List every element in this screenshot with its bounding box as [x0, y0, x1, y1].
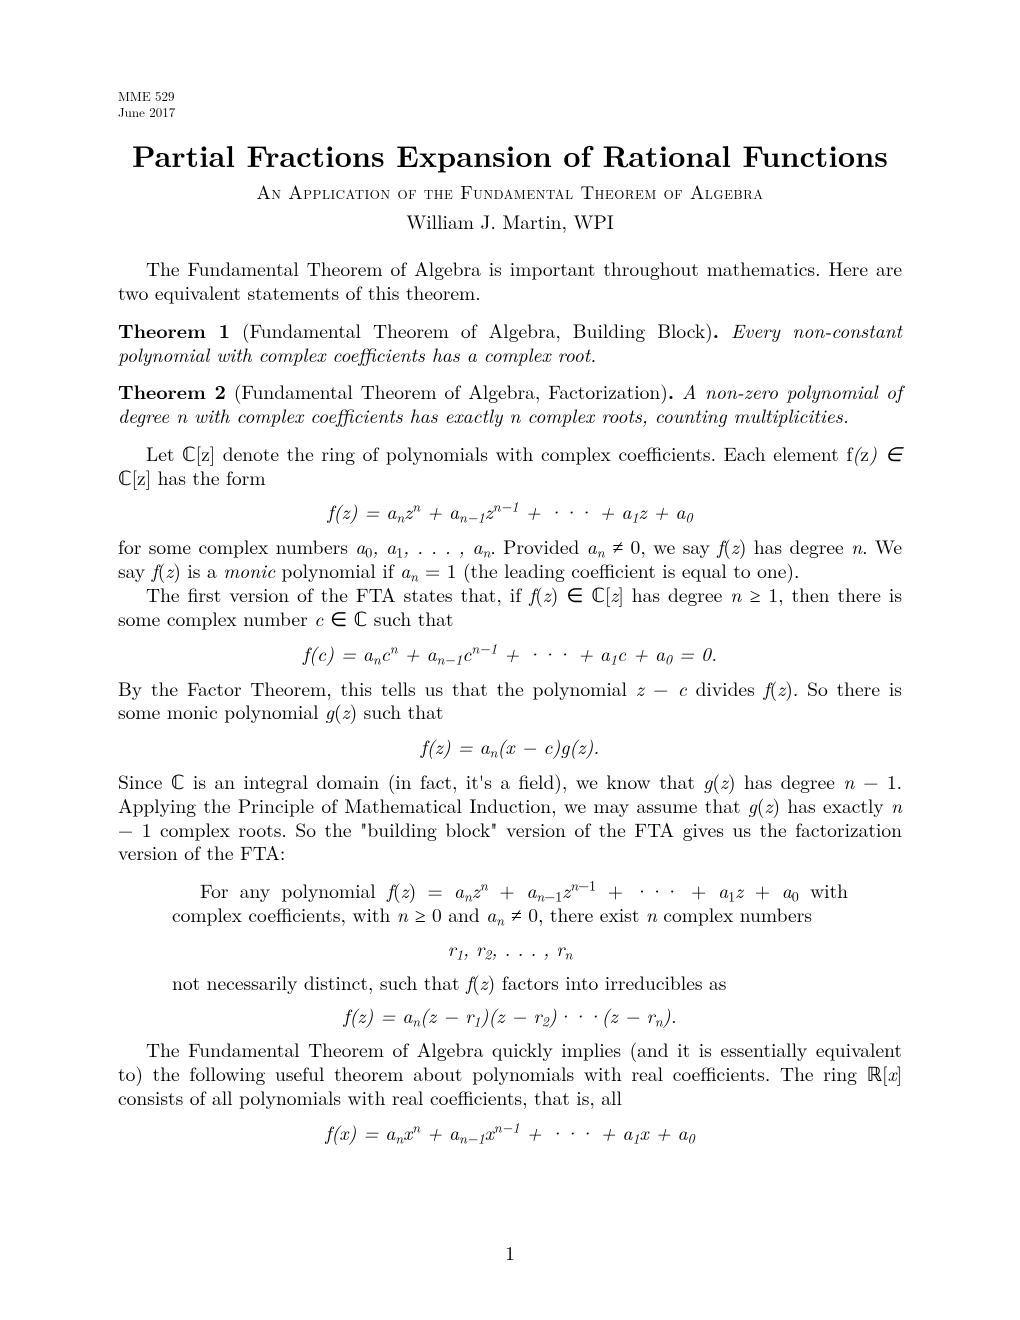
math-n2: n: [646, 900, 657, 928]
block-quote: For any polynomial f(z) = anzn + an−1zn−…: [172, 879, 848, 1028]
title: Partial Fractions Expansion of Rational …: [118, 133, 902, 176]
math-gz: g(z): [325, 697, 357, 725]
text: has degree: [624, 580, 730, 608]
equation-3: f(z) = an(x − c)g(z).: [118, 732, 902, 760]
equation-2: f(c) = ancn + an−1cn−1 + ··· + a1c + a0 …: [118, 639, 902, 667]
course-code: MME 529: [118, 88, 902, 104]
factor-paragraph: By the Factor Theorem, this tells us tha…: [118, 677, 902, 725]
text: complex numbers: [657, 900, 812, 928]
text: has the form: [151, 463, 265, 491]
math-fz4: f(z): [466, 968, 495, 996]
math-fz-in-Cz-2: f(z) ∈ ℂ[z]: [529, 580, 624, 608]
page: MME 529 June 2017 Partial Fractions Expa…: [0, 0, 1020, 1320]
text: factors into irreducibles as: [495, 968, 726, 996]
text: consists of all polynomials with real co…: [118, 1083, 622, 1111]
date: June 2017: [118, 104, 902, 120]
theorem-2: Theorem 2 (Fundamental Theorem of Algebr…: [118, 380, 902, 428]
firstver-paragraph: The first version of the FTA states that…: [118, 583, 902, 631]
math-c-in-C: c ∈ ℂ: [314, 604, 367, 632]
subtitle: An Application of the Fundamental Theore…: [118, 178, 902, 205]
math-z-minus-c: z − c: [636, 674, 687, 702]
page-header: MME 529 June 2017: [118, 88, 902, 119]
page-number: 1: [0, 1238, 1020, 1266]
math-fz3: f(z): [764, 674, 793, 702]
text: The Fundamental Theorem of Algebra quick…: [118, 1035, 902, 1087]
text: complex roots. So the "building block" v…: [118, 815, 902, 867]
theorem-1: Theorem 1 (Fundamental Theorem of Algebr…: [118, 319, 902, 367]
text: and: [442, 900, 486, 928]
final-paragraph: The Fundamental Theorem of Algebra quick…: [118, 1038, 902, 1109]
author: William J. Martin, WPI: [118, 207, 902, 235]
since-paragraph: Since ℂ is an integral domain (in fact, …: [118, 770, 902, 865]
math-n-ge-0: n ≥ 0: [397, 900, 442, 928]
math-an-ne-0b: an ≠ 0: [486, 900, 538, 928]
equation-4: r1, r2, . . . , rn: [172, 937, 848, 961]
math-Rx: ℝ[x]: [867, 1059, 902, 1087]
equation-5: f(z) = an(z − r1)(z − r2)···(z − rn).: [172, 1004, 848, 1028]
text: divides: [687, 674, 764, 702]
text: not necessarily distinct, such that: [172, 968, 466, 996]
text: such that: [357, 697, 443, 725]
math-n: n: [851, 532, 862, 560]
equation-6: f(x) = anxn + an−1xn−1 + ··· + a1x + a0: [118, 1118, 902, 1146]
text: , there exist: [538, 900, 646, 928]
let-paragraph: Let ℂ[z] denote the ring of polynomials …: [118, 442, 902, 490]
math-n-ge-1: n ≥ 1: [730, 580, 778, 608]
intro-paragraph: The Fundamental Theorem of Algebra is im…: [118, 257, 902, 305]
forsome-paragraph: for some complex numbers a0, a1, . . . ,…: [118, 535, 902, 583]
text: denote the ring of polynomials with comp…: [215, 439, 846, 467]
text: such that: [367, 604, 453, 632]
equation-1: f(z) = anzn + an−1zn−1 + ··· + a1z + a0: [118, 497, 902, 525]
